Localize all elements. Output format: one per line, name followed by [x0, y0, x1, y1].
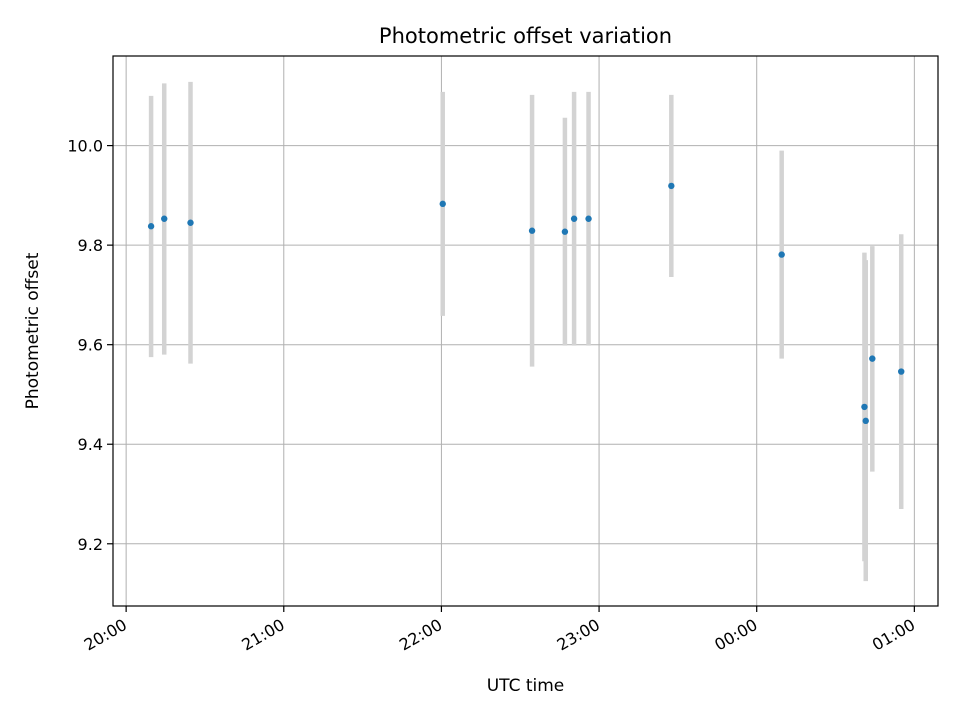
data-point: [561, 228, 569, 235]
y-axis-label: Photometric offset: [23, 252, 43, 409]
chart-title: Photometric offset variation: [379, 24, 672, 48]
y-tick-label: 9.2: [78, 535, 103, 554]
data-point: [898, 368, 905, 375]
plot-frame: [112, 55, 939, 607]
data-point: [862, 417, 869, 425]
data-point: [668, 182, 675, 190]
y-tick-label: 9.6: [78, 336, 103, 355]
y-tick-label: 9.4: [78, 435, 103, 454]
x-axis-label: UTC time: [487, 676, 565, 696]
y-tick-label: 10.0: [67, 137, 103, 156]
data-point: [147, 223, 155, 230]
data-point: [439, 200, 446, 208]
data-point: [187, 219, 194, 226]
data-point: [869, 355, 876, 362]
data-point: [570, 215, 578, 222]
y-tick-label: 9.8: [78, 236, 103, 255]
point-layer: [147, 182, 905, 425]
data-point: [161, 215, 168, 222]
data-point: [528, 227, 536, 234]
data-point: [778, 251, 785, 258]
data-point: [861, 403, 868, 411]
data-point: [585, 215, 592, 222]
